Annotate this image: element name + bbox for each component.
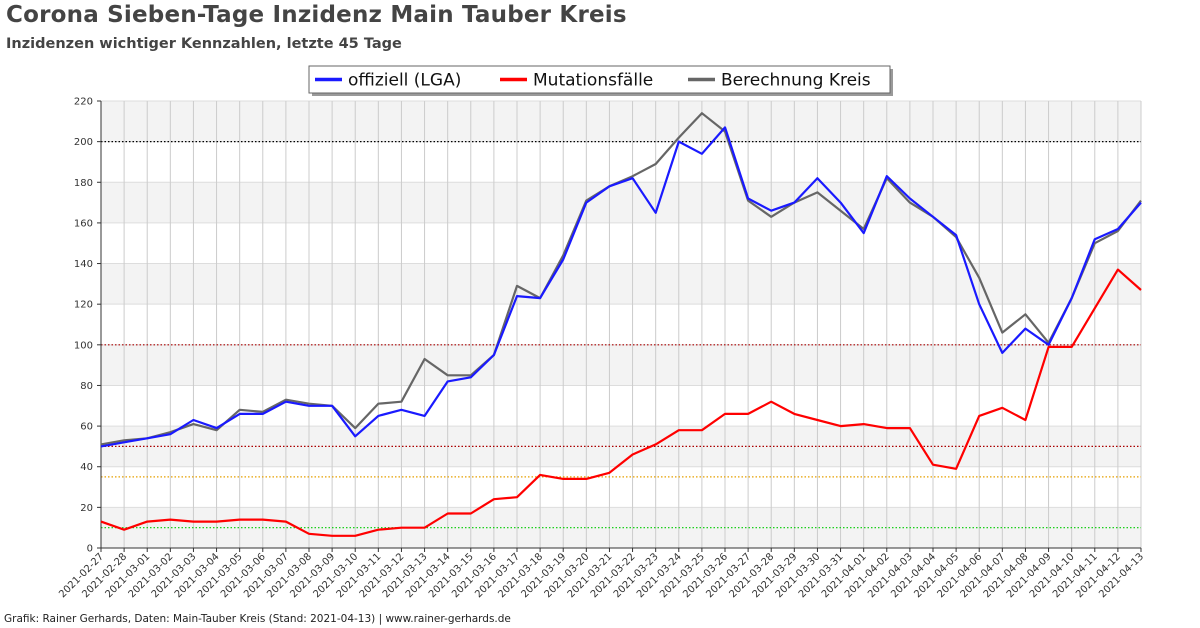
legend: offiziell (LGA) Mutationsfälle Berechnung … (308, 65, 893, 96)
y-tick-label: 180 (74, 178, 93, 189)
series-line (100, 268, 1142, 537)
chart-title: Corona Sieben-Tage Inzidenz Main Tauber … (6, 2, 627, 28)
background-band (101, 263, 1141, 305)
y-axis-ticks: 0 20 40 60 80 100 120 140 160 180 200 220 (74, 97, 101, 555)
y-tick-label: 120 (74, 300, 93, 311)
y-tick-label: 160 (74, 218, 93, 229)
series-lines (100, 112, 1142, 537)
y-tick-label: 20 (80, 503, 93, 514)
background-band (101, 426, 1141, 467)
background-band (101, 182, 1141, 223)
y-tick-label: 220 (74, 97, 93, 108)
footer-credit: Grafik: Rainer Gerhards, Daten: Main-Tau… (4, 613, 511, 625)
series-line (100, 126, 1142, 448)
legend-label: Berechnung Kreis (721, 71, 871, 91)
y-tick-label: 100 (74, 340, 93, 351)
background-bands (101, 101, 1141, 548)
y-tick-label: 0 (87, 544, 93, 555)
vertical-gridlines (100, 101, 1142, 548)
y-tick-label: 40 (80, 462, 93, 473)
chart-subtitle: Inzidenzen wichtiger Kennzahlen, letzte … (6, 36, 402, 52)
legend-box (308, 65, 891, 94)
y-tick-label: 140 (74, 259, 93, 270)
horizontal-gridlines (101, 100, 1141, 549)
background-band (101, 101, 1141, 142)
y-tick-label: 200 (74, 137, 93, 148)
background-band (101, 507, 1141, 548)
axes (100, 101, 1141, 549)
y-tick-label: 80 (80, 381, 93, 392)
legend-label: Mutationsfälle (533, 71, 653, 91)
y-tick-label: 60 (80, 422, 93, 433)
x-axis-ticks: 2021-02-272021-02-282021-03-012021-03-02… (57, 548, 1146, 600)
legend-label: offiziell (LGA) (348, 71, 461, 91)
background-band (101, 344, 1141, 386)
